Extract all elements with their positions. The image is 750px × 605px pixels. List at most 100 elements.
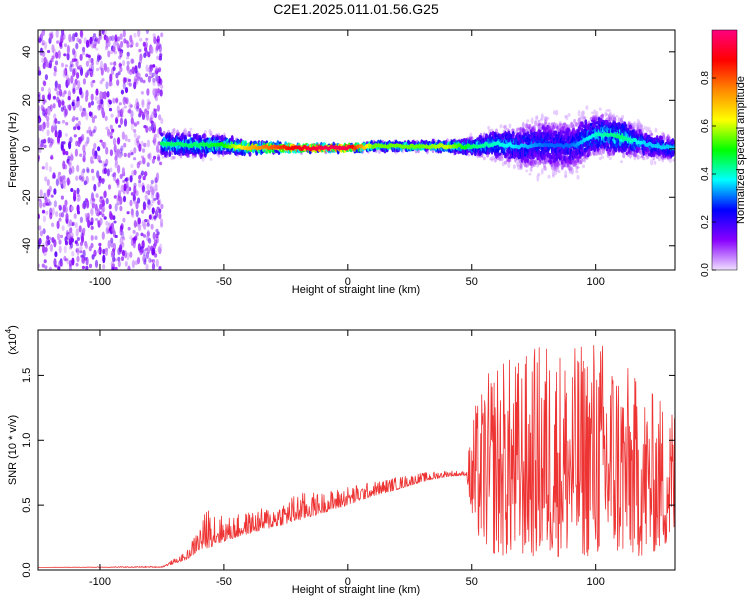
noise-speck [103,62,108,70]
ridge-speck [565,115,569,121]
noise-speck [75,175,79,181]
noise-speck [150,223,154,230]
ridge-speck [543,160,546,168]
ridge-speck [489,131,493,136]
ridge-speck [633,152,637,157]
ridge-speck [519,162,523,169]
noise-speck [58,204,62,209]
ridge-speck [613,117,617,123]
noise-speck [132,194,136,202]
ridge-speck [564,174,568,179]
noise-speck [42,228,46,235]
ridge-speck [574,122,578,127]
ridge-speck [554,161,558,167]
noise-speck [139,37,143,42]
ridge-speck [511,130,515,137]
noise-speck [126,64,130,72]
ridge-speck [640,130,643,135]
noise-speck [158,126,162,135]
noise-speck [101,107,105,116]
ridge-speck [218,135,222,140]
ridge-speck [618,140,622,147]
noise-speck [97,181,101,188]
noise-speck [118,189,122,196]
noise-speck [94,259,99,268]
noise-speck [119,51,123,58]
ridge-speck [577,110,581,117]
ridge-speck [563,122,567,125]
ridge-speck [560,158,564,164]
noise-speck [118,153,122,159]
ridge-speck [643,149,647,153]
noise-speck [43,80,47,87]
noise-speck [108,35,112,42]
noise-speck [138,179,142,184]
noise-speck [137,61,141,69]
noise-speck [101,30,105,35]
ridge-speck [568,163,572,171]
ridge-speck [644,154,648,157]
ridge-speck [633,155,637,161]
ridge-speck [636,122,640,129]
noise-speck [78,38,82,45]
noise-speck [121,167,125,176]
ridge-speck [519,167,523,171]
noise-speck [109,131,113,136]
noise-speck [143,222,147,230]
noise-speck [39,189,43,198]
noise-speck [38,263,41,269]
ridge-speck [559,123,563,130]
ridge-speck [575,169,579,174]
noise-speck [54,87,58,92]
ridge-speck [551,174,555,178]
noise-speck [68,260,73,267]
noise-speck [91,202,95,209]
noise-speck [148,69,152,76]
ridge-speck [482,156,486,161]
ridge-speck [592,114,596,121]
noise-speck [38,118,41,124]
ridge-speck [518,127,522,134]
noise-speck [95,88,99,96]
ridge-speck [521,127,525,133]
noise-speck [138,248,142,253]
ridge-speck [550,122,554,126]
ridge-speck [536,174,540,182]
noise-speck [145,113,150,121]
ridge-speck [530,126,534,133]
ridge-speck [555,161,559,167]
ridge-speck [608,153,612,157]
ridge-speck [637,150,641,154]
noise-speck [102,254,106,264]
noise-speck [43,259,47,264]
noise-speck [42,202,46,208]
ridge-speck [634,152,638,158]
ridge-speck [537,123,541,129]
noise-speck [79,216,83,223]
noise-speck [46,235,50,241]
noise-speck [89,209,94,215]
noise-speck [76,187,80,195]
ridge-speck [630,122,633,130]
ridge-speck [572,159,575,166]
noise-speck [113,61,117,66]
ridge-speck [560,159,564,165]
noise-speck [71,250,75,257]
ridge-speck [166,155,169,159]
noise-speck [63,108,67,118]
noise-speck [80,30,84,39]
ridge-speck [529,159,533,164]
noise-speck [47,189,51,196]
ridge-speck [525,122,529,129]
noise-speck [72,115,76,121]
ridge-speck [573,159,577,165]
noise-speck [43,138,47,144]
noise-speck [118,55,122,60]
noise-speck [68,159,72,169]
noise-speck [103,167,107,175]
noise-speck [158,55,162,61]
noise-speck [54,80,58,89]
noise-speck [98,211,102,215]
ridge-speck [546,124,550,130]
